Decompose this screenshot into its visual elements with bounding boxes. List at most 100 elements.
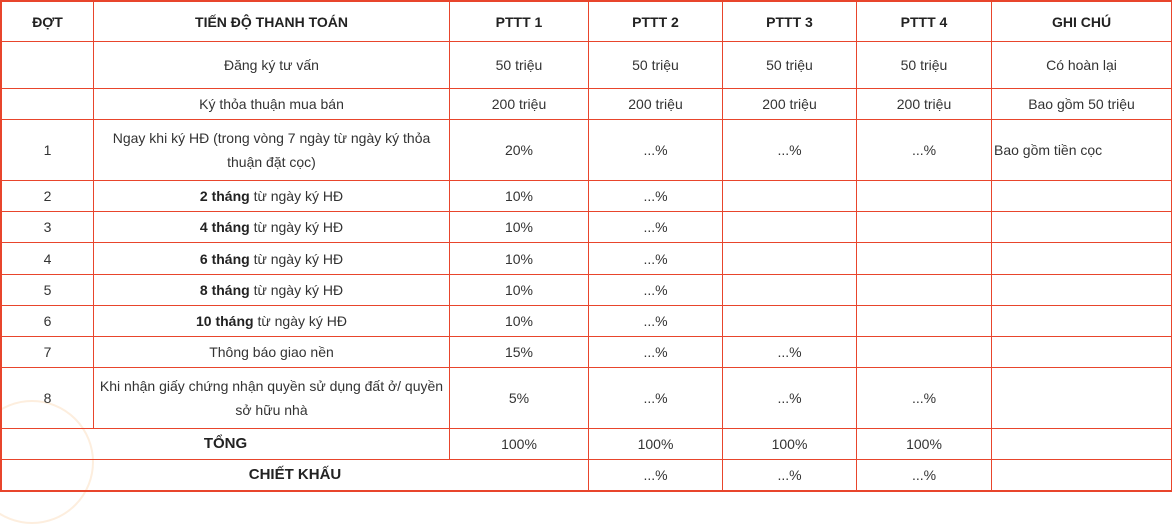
- cell-note: [991, 366, 1172, 429]
- cell-dot: 6: [1, 304, 94, 337]
- cell-note: Bao gồm 50 triệu: [991, 88, 1172, 121]
- cell-pttt2: ...%: [588, 458, 723, 492]
- cell-pttt3: ...%: [722, 119, 857, 182]
- cell-pttt4: 100%: [856, 427, 992, 460]
- cell-dot: 2: [1, 180, 94, 213]
- cell-pttt3: [722, 273, 857, 306]
- cell-pttt1: 20%: [449, 119, 589, 182]
- cell-pttt1: 100%: [449, 427, 589, 460]
- cell-pttt3: [722, 242, 857, 275]
- cell-pttt2: 50 triệu: [588, 41, 723, 90]
- table-row: 3 4 tháng từ ngày ký HĐ 10% ...%: [1, 211, 1172, 244]
- cell-pttt4: ...%: [856, 458, 992, 492]
- cell-note: [991, 180, 1172, 213]
- cell-pttt1: 15%: [449, 335, 589, 368]
- cell-label: Đăng ký tư vấn: [93, 41, 450, 90]
- cell-pttt2: ...%: [588, 211, 723, 244]
- cell-pttt1: 10%: [449, 180, 589, 213]
- cell-pttt2: ...%: [588, 304, 723, 337]
- table-row: Ký thỏa thuận mua bán 200 triệu 200 triệ…: [1, 88, 1172, 121]
- cell-pttt3: [722, 180, 857, 213]
- cell-pttt2: ...%: [588, 119, 723, 182]
- cell-pttt2: ...%: [588, 335, 723, 368]
- payment-schedule-frame: ĐỢT TIẾN ĐỘ THANH TOÁN PTTT 1 PTTT 2 PTT…: [0, 0, 1172, 492]
- cell-pttt4: 50 triệu: [856, 41, 992, 90]
- cell-label: Thông báo giao nền: [93, 335, 450, 368]
- cell-dot: 3: [1, 211, 94, 244]
- table-row: 4 6 tháng từ ngày ký HĐ 10% ...%: [1, 242, 1172, 275]
- cell-pttt4: [856, 304, 992, 337]
- cell-pttt1: 5%: [449, 366, 589, 429]
- table-row: 2 2 tháng từ ngày ký HĐ 10% ...%: [1, 180, 1172, 213]
- cell-pttt1: 50 triệu: [449, 41, 589, 90]
- cell-dot: [1, 41, 94, 90]
- cell-label: 6 tháng từ ngày ký HĐ: [93, 242, 450, 275]
- cell-note: [991, 458, 1172, 492]
- table-row: Đăng ký tư vấn 50 triệu 50 triệu 50 triệ…: [1, 41, 1172, 90]
- cell-label: 2 tháng từ ngày ký HĐ: [93, 180, 450, 213]
- cell-pttt4: ...%: [856, 366, 992, 429]
- label-rest: từ ngày ký HĐ: [253, 312, 347, 329]
- cell-pttt3: 200 triệu: [722, 88, 857, 121]
- cell-pttt1: 10%: [449, 273, 589, 306]
- header-ghi-chu: GHI CHÚ: [991, 0, 1172, 43]
- cell-pttt4: [856, 211, 992, 244]
- cell-label: 8 tháng từ ngày ký HĐ: [93, 273, 450, 306]
- label-rest: từ ngày ký HĐ: [249, 188, 344, 205]
- label-duration: 4 tháng: [199, 219, 250, 236]
- table-row: 1 Ngay khi ký HĐ (trong vòng 7 ngày từ n…: [1, 119, 1172, 182]
- label-rest: từ ngày ký HĐ: [249, 219, 344, 236]
- cell-pttt3: 50 triệu: [722, 41, 857, 90]
- label-duration: 8 tháng: [199, 281, 250, 298]
- label-duration: 10 tháng: [196, 312, 254, 329]
- header-dot: ĐỢT: [1, 0, 94, 43]
- cell-pttt2: ...%: [588, 242, 723, 275]
- label-duration: 2 tháng: [199, 188, 250, 205]
- label-rest: từ ngày ký HĐ: [249, 281, 344, 298]
- cell-note: [991, 273, 1172, 306]
- cell-pttt4: [856, 335, 992, 368]
- cell-pttt2: ...%: [588, 366, 723, 429]
- cell-pttt4: [856, 242, 992, 275]
- cell-dot: 1: [1, 119, 94, 182]
- cell-pttt4: [856, 180, 992, 213]
- cell-note: Có hoàn lại: [991, 41, 1172, 90]
- cell-dot: 7: [1, 335, 94, 368]
- cell-note: [991, 211, 1172, 244]
- cell-label: 4 tháng từ ngày ký HĐ: [93, 211, 450, 244]
- cell-pttt4: [856, 273, 992, 306]
- cell-dot: 8: [1, 366, 94, 429]
- cell-dot: [1, 88, 94, 121]
- discount-row: CHIẾT KHẤU ...% ...% ...%: [1, 458, 1172, 492]
- cell-pttt3: ...%: [722, 458, 857, 492]
- cell-pttt1: 10%: [449, 211, 589, 244]
- table-row: 8 Khi nhận giấy chứng nhận quyền sử dụng…: [1, 366, 1172, 429]
- header-pttt1: PTTT 1: [449, 0, 589, 43]
- label-rest: từ ngày ký HĐ: [249, 250, 344, 267]
- cell-pttt3: ...%: [722, 366, 857, 429]
- cell-pttt1: 10%: [449, 242, 589, 275]
- discount-label: CHIẾT KHẤU: [1, 458, 589, 492]
- cell-pttt2: 200 triệu: [588, 88, 723, 121]
- cell-pttt2: ...%: [588, 180, 723, 213]
- cell-dot: 5: [1, 273, 94, 306]
- cell-pttt3: [722, 304, 857, 337]
- table-row: 6 10 tháng từ ngày ký HĐ 10% ...%: [1, 304, 1172, 337]
- cell-pttt4: 200 triệu: [856, 88, 992, 121]
- cell-pttt3: 100%: [722, 427, 857, 460]
- cell-label: 10 tháng từ ngày ký HĐ: [93, 304, 450, 337]
- cell-pttt1: 10%: [449, 304, 589, 337]
- cell-dot: 4: [1, 242, 94, 275]
- cell-pttt1: 200 triệu: [449, 88, 589, 121]
- header-pttt2: PTTT 2: [588, 0, 723, 43]
- header-tien-do: TIẾN ĐỘ THANH TOÁN: [93, 0, 450, 43]
- cell-pttt3: ...%: [722, 335, 857, 368]
- cell-label: Khi nhận giấy chứng nhận quyền sử dụng đ…: [93, 366, 450, 429]
- cell-note: Bao gồm tiền cọc: [991, 119, 1172, 182]
- payment-schedule-table: ĐỢT TIẾN ĐỘ THANH TOÁN PTTT 1 PTTT 2 PTT…: [1, 0, 1172, 492]
- cell-note: [991, 335, 1172, 368]
- header-pttt3: PTTT 3: [722, 0, 857, 43]
- label-duration: 6 tháng: [199, 250, 250, 267]
- table-header-row: ĐỢT TIẾN ĐỘ THANH TOÁN PTTT 1 PTTT 2 PTT…: [1, 0, 1172, 43]
- total-label: TỔNG: [1, 427, 450, 460]
